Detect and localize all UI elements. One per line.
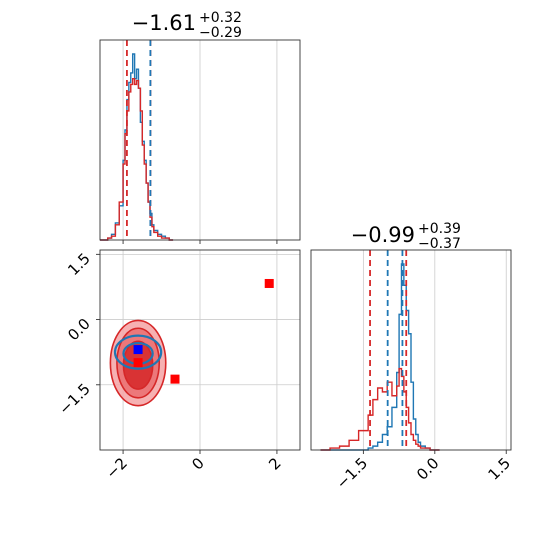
x-ticklabel-param1-1: 0: [188, 454, 207, 473]
joint-contour-blue-0: [113, 334, 163, 370]
joint-marker-2: [170, 374, 180, 384]
joint-marker-0: [133, 345, 143, 355]
panelD-frame: [310, 249, 512, 451]
joint-panel: −2 0 2 1.5 0.0 −1.5: [55, 249, 301, 482]
x-ticklabel-param2-0: −1.5: [333, 454, 371, 492]
x-ticklabel-param1-2: 2: [265, 454, 284, 473]
marginal-param2-hist-blue: [320, 263, 440, 451]
joint-marker-3: [264, 278, 274, 288]
title-param1: −1.61: [132, 11, 196, 35]
title-param1-minus: −0.29: [199, 25, 242, 41]
y-ticklabel-param2-1: 0.0: [64, 315, 94, 345]
title-param2: −0.99: [351, 223, 415, 247]
joint-marker-1: [133, 358, 143, 368]
marginal-param2-hist-red: [320, 367, 440, 451]
x-ticklabel-param1-0: −2: [103, 454, 131, 482]
x-ticklabel-param2-1: 0.0: [413, 454, 443, 484]
x-ticklabel-param2-2: 1.5: [484, 454, 514, 484]
marginal-param1-panel: [99, 39, 301, 244]
title-param2-minus: −0.37: [418, 236, 461, 252]
title-param1-plus: +0.32: [199, 10, 242, 26]
y-ticklabel-param2-2: −1.5: [55, 380, 93, 418]
y-ticklabel-param2-0: 1.5: [64, 249, 94, 279]
title-param2-plus: +0.39: [418, 221, 461, 237]
marginal-param2-panel: −1.5 0.0 1.5: [310, 249, 514, 493]
marginal-param1-hist-red: [100, 77, 174, 241]
